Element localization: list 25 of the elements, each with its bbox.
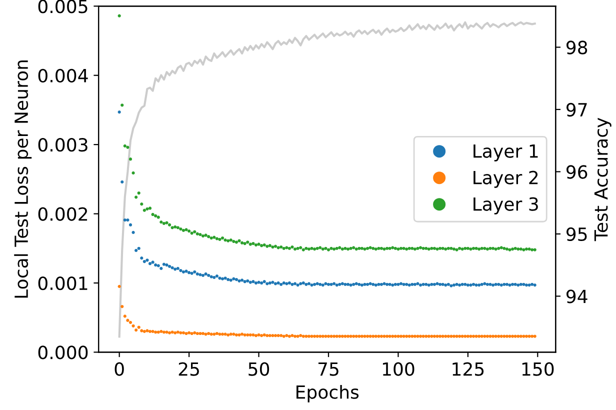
y2-tick-label: 97 [566,102,587,117]
y2-tick-label: 95 [566,227,587,242]
x-axis-title: Epochs [296,384,359,402]
y-tick-label: 0.004 [38,68,88,82]
y-tick-label: 0.002 [38,207,88,221]
x-tick-label: 75 [318,362,338,376]
y-tick-label: 0.005 [38,0,88,14]
x-tick-label: 100 [382,362,414,376]
x-tick-label: 0 [114,362,124,376]
y2-tick-label: 98 [566,40,588,54]
legend-label: Layer 3 [474,197,538,214]
y2-tick-label: 94 [566,290,588,304]
legend-label: Layer 2 [474,170,538,188]
line-series [118,21,536,338]
x-tick-label: 50 [248,362,270,376]
x-tick-label: 25 [178,362,199,376]
y-tick-label: 0.003 [38,138,88,152]
y2-axis-title: Test Accuracy [594,118,612,242]
y-axis-title: Local Test Loss per Neuron [14,60,32,298]
y-tick-label: 0.001 [38,276,88,290]
x-tick-label: 125 [452,362,484,376]
x-tick-label: 150 [522,362,554,376]
legend-label: Layer 1 [474,144,538,162]
y-tick-label: 0.000 [38,346,88,360]
y2-tick-label: 96 [566,165,588,179]
